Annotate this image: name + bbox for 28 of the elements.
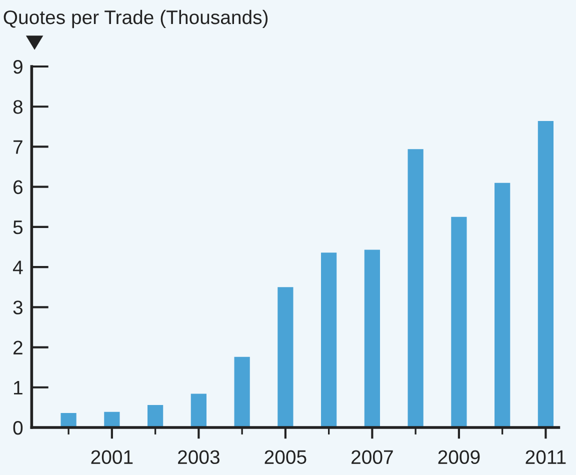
bar bbox=[190, 394, 206, 428]
bar bbox=[494, 182, 510, 428]
bar bbox=[278, 287, 294, 428]
bar bbox=[60, 413, 76, 428]
y-tick-label: 7 bbox=[14, 140, 22, 154]
y-tick-label: 2 bbox=[14, 340, 22, 354]
y-tick-label: 8 bbox=[13, 100, 22, 114]
x-tick-label: 2001 bbox=[91, 450, 133, 464]
x-tick-label: 2005 bbox=[264, 450, 306, 464]
bar bbox=[148, 405, 164, 428]
y-tick-label: 4 bbox=[12, 260, 23, 274]
x-tick-label: 2011 bbox=[526, 450, 566, 464]
y-tick-label: 1 bbox=[14, 381, 22, 394]
bar bbox=[408, 149, 424, 428]
x-tick-label: 2003 bbox=[178, 450, 220, 464]
bar bbox=[451, 216, 467, 428]
y-tick-label: 3 bbox=[13, 300, 22, 314]
bar bbox=[321, 252, 337, 428]
y-axis-title: Quotes per Trade (Thousands) bbox=[4, 10, 268, 28]
bar bbox=[538, 121, 554, 428]
bar bbox=[234, 356, 250, 428]
x-tick-label: 2009 bbox=[438, 450, 480, 464]
y-tick-label: 0 bbox=[13, 420, 23, 435]
x-tick-label: 2007 bbox=[352, 450, 393, 464]
bar bbox=[364, 250, 380, 428]
y-tick-label: 5 bbox=[13, 220, 23, 234]
y-tick-label: 9 bbox=[13, 60, 22, 74]
y-tick-label: 6 bbox=[14, 180, 22, 194]
